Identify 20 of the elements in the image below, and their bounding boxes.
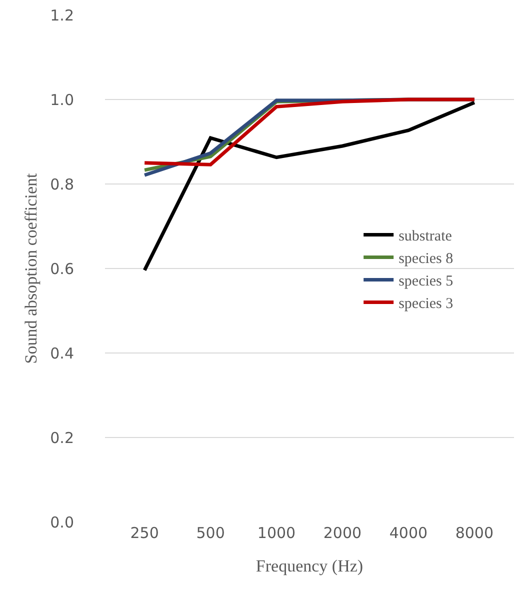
y-tick-label: 0.8 (50, 175, 74, 194)
line-series (142, 100, 476, 272)
legend-label: substrate (398, 228, 452, 245)
y-tick-label: 1.0 (50, 90, 74, 109)
x-tick-label: 250 (130, 524, 159, 542)
y-tick-label: 0.6 (50, 260, 74, 278)
y-axis-title: Sound absoption coefficient (22, 173, 41, 364)
legend-label: species 8 (398, 251, 454, 268)
y-tick-label: 1.2 (50, 6, 74, 24)
y-tick-label: 0.0 (50, 513, 74, 532)
x-tick-label: 4000 (389, 524, 428, 542)
y-tick-label: 0.4 (50, 344, 74, 362)
x-axis-title: Frequency (Hz) (256, 556, 364, 576)
legend-label: species 3 (398, 296, 454, 312)
x-tick-label: 500 (196, 524, 225, 542)
x-tick-label: 2000 (323, 524, 362, 542)
legend-label: species 5 (398, 274, 454, 290)
x-tick-label: 1000 (257, 524, 296, 542)
x-tick-label: 8000 (455, 524, 494, 542)
y-tick-label: 0.2 (50, 428, 74, 447)
